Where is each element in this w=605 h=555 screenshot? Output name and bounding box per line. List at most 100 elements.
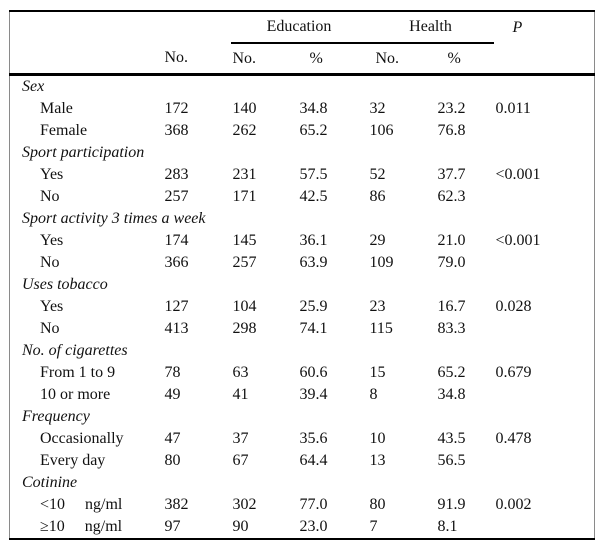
no-value: 366 [164, 254, 189, 271]
edu-pct-value: 23.0 [299, 518, 328, 535]
h-pct-value: 16.7 [437, 298, 466, 315]
edu-no-value: 37 [232, 430, 249, 447]
category-label: Uses tobacco [22, 276, 108, 293]
row-label: Male [40, 100, 73, 117]
h-no-value: 29 [369, 232, 386, 249]
category-row: Frequency [10, 406, 595, 428]
edu-pct-value: 64.4 [299, 452, 328, 469]
p-value: 0.002 [495, 496, 532, 513]
no-value: 257 [164, 188, 189, 205]
edu-pct-value: 42.5 [299, 188, 328, 205]
h-pct-value: 62.3 [437, 188, 466, 205]
edu-pct-value: 74.1 [299, 320, 328, 337]
h-no-value: 80 [369, 496, 386, 513]
row-label: From 1 to 9 [40, 364, 116, 381]
table-row: Every day 80 67 64.4 13 56.5 [10, 450, 595, 472]
table-row: No 366 257 63.9 109 79.0 [10, 252, 595, 274]
no-value: 174 [164, 232, 189, 249]
edu-no-value: 41 [232, 386, 249, 403]
h-pct-value: 56.5 [437, 452, 466, 469]
table-row: Female 368 262 65.2 106 76.8 [10, 120, 595, 142]
education-group-header: Education [230, 11, 368, 44]
p-column-header: P [512, 18, 523, 36]
row-label: Every day [40, 452, 106, 469]
table-row: Occasionally 47 37 35.6 10 43.5 0.478 [10, 428, 595, 450]
row-label: Female [40, 122, 88, 139]
h-no-value: 15 [369, 364, 386, 381]
h-no-value: 115 [369, 320, 393, 337]
h-no-value: 32 [369, 100, 386, 117]
table-row: 10 or more 49 41 39.4 8 34.8 [10, 384, 595, 406]
table-row: From 1 to 9 78 63 60.6 15 65.2 0.679 [10, 362, 595, 384]
row-label: Occasionally [40, 430, 124, 447]
row-label: <10 ng/ml [40, 496, 123, 513]
row-label: Yes [40, 166, 64, 183]
category-label: Sex [22, 78, 45, 95]
education-pct-header: % [297, 43, 368, 76]
h-pct-value: 65.2 [437, 364, 466, 381]
p-value: 0.028 [495, 298, 532, 315]
sub-header-row: No. No. % No. % [9, 43, 595, 76]
h-pct-value: 37.7 [437, 166, 466, 183]
edu-pct-value: 57.5 [299, 166, 328, 183]
table-row: No 257 171 42.5 86 62.3 [10, 186, 595, 208]
edu-no-value: 171 [232, 188, 257, 205]
row-label: Yes [40, 298, 64, 315]
edu-no-value: 145 [232, 232, 257, 249]
health-no-header: No. [367, 43, 436, 76]
table-row: Male 172 140 34.8 32 23.2 0.011 [10, 98, 595, 120]
table-row: Yes 174 145 36.1 29 21.0 <0.001 [10, 230, 595, 252]
no-value: 78 [164, 364, 181, 381]
group-header-row: Education Health P [10, 11, 595, 44]
edu-no-value: 302 [232, 496, 257, 513]
no-value: 97 [164, 518, 181, 535]
edu-no-value: 231 [232, 166, 257, 183]
no-value: 80 [164, 452, 181, 469]
h-no-value: 109 [369, 254, 394, 271]
h-no-value: 106 [369, 122, 394, 139]
h-pct-value: 43.5 [437, 430, 466, 447]
edu-no-value: 63 [232, 364, 249, 381]
category-row: Sex [10, 75, 595, 99]
p-value [494, 252, 595, 274]
no-value: 49 [164, 386, 181, 403]
health-pct-header: % [435, 43, 494, 76]
category-label: Cotinine [22, 474, 78, 491]
edu-no-value: 90 [232, 518, 249, 535]
category-row: Cotinine [10, 472, 595, 494]
edu-no-value: 67 [232, 452, 249, 469]
h-no-value: 86 [369, 188, 386, 205]
category-row: Uses tobacco [10, 274, 595, 296]
h-no-value: 7 [369, 518, 378, 535]
row-label: No [40, 320, 60, 337]
table-row: Yes 127 104 25.9 23 16.7 0.028 [10, 296, 595, 318]
edu-pct-value: 25.9 [299, 298, 328, 315]
table-body: Sex Male 172 140 34.8 32 23.2 0.011 Female 368 262… [10, 75, 595, 540]
table-row: ≥10 ng/ml 97 90 23.0 7 8.1 [10, 516, 595, 539]
edu-no-value: 298 [232, 320, 257, 337]
p-value [494, 384, 595, 406]
no-value: 382 [164, 496, 189, 513]
h-pct-value: 21.0 [437, 232, 466, 249]
no-value: 172 [164, 100, 189, 117]
category-row: Sport participation [10, 142, 595, 164]
edu-pct-value: 60.6 [299, 364, 328, 381]
h-pct-value: 91.9 [437, 496, 466, 513]
p-value [494, 516, 595, 539]
no-value: 413 [164, 320, 189, 337]
category-label: No. of cigarettes [22, 342, 128, 359]
p-value: 0.478 [495, 430, 532, 447]
row-label: Yes [40, 232, 64, 249]
no-value: 368 [164, 122, 189, 139]
table-row: <10 ng/ml 382 302 77.0 80 91.9 0.002 [10, 494, 595, 516]
p-value: 0.011 [495, 100, 531, 117]
no-value: 127 [164, 298, 189, 315]
table-row: No 413 298 74.1 115 83.3 [10, 318, 595, 340]
edu-no-value: 257 [232, 254, 257, 271]
edu-no-value: 140 [232, 100, 257, 117]
p-value [494, 186, 595, 208]
row-label: 10 or more [40, 386, 111, 403]
edu-pct-value: 77.0 [299, 496, 328, 513]
education-no-header: No. [230, 43, 298, 76]
